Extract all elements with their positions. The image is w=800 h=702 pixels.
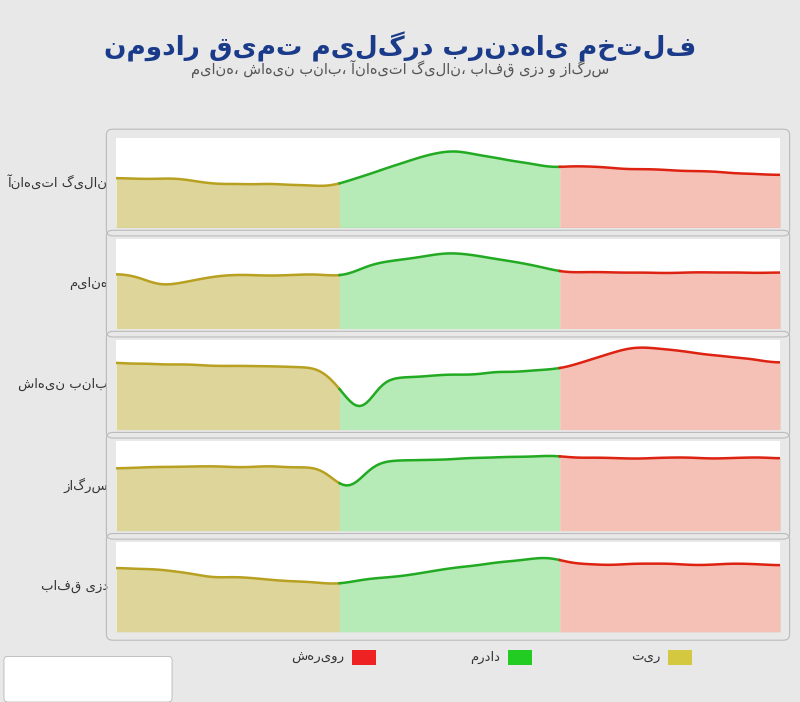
Text: تیر: تیر (630, 651, 660, 664)
Text: میانه، شاهین بناب، آناهیتا گیلان، بافق یزد و زاگرس: میانه، شاهین بناب، آناهیتا گیلان، بافق ی… (191, 60, 609, 78)
Text: نمودار قیمت میلگرد برندهای مختلف: نمودار قیمت میلگرد برندهای مختلف (104, 32, 696, 62)
Text: زاگرس: زاگرس (63, 478, 108, 494)
Text: میانه: میانه (69, 277, 108, 290)
Text: آناهیتا گیلان: آناهیتا گیلان (8, 175, 108, 190)
Text: شهریور: شهریور (291, 651, 344, 664)
Text: شرکت آهن ملل: شرکت آهن ملل (27, 675, 108, 687)
Text: بافق یزد: بافق یزد (41, 581, 108, 593)
Text: شاهین بناب: شاهین بناب (18, 378, 108, 391)
Text: AHANMELAL.COM: AHANMELAL.COM (22, 688, 108, 698)
Text: مرداد: مرداد (470, 651, 500, 664)
